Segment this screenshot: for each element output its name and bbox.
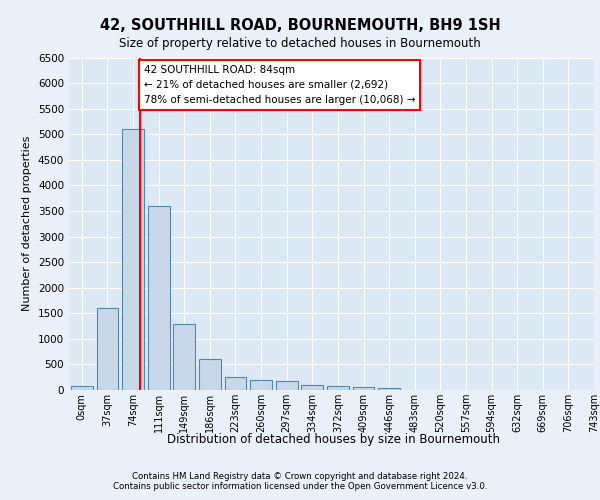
Bar [148,206,170,390]
Y-axis label: Number of detached properties: Number of detached properties [22,136,32,312]
Bar [199,360,221,390]
Text: Distribution of detached houses by size in Bournemouth: Distribution of detached houses by size … [167,432,500,446]
Text: 42 SOUTHHILL ROAD: 84sqm
← 21% of detached houses are smaller (2,692)
78% of sem: 42 SOUTHHILL ROAD: 84sqm ← 21% of detach… [144,65,415,105]
Text: Size of property relative to detached houses in Bournemouth: Size of property relative to detached ho… [119,38,481,51]
Text: Contains public sector information licensed under the Open Government Licence v3: Contains public sector information licen… [113,482,487,491]
Bar [122,129,144,390]
Bar [97,308,118,390]
Bar [378,388,400,390]
Bar [353,388,374,390]
Bar [327,386,349,390]
Bar [71,386,92,390]
Bar [173,324,195,390]
Bar [276,381,298,390]
Text: 42, SOUTHHILL ROAD, BOURNEMOUTH, BH9 1SH: 42, SOUTHHILL ROAD, BOURNEMOUTH, BH9 1SH [100,18,500,32]
Bar [224,377,247,390]
Bar [301,385,323,390]
Bar [250,380,272,390]
Text: Contains HM Land Registry data © Crown copyright and database right 2024.: Contains HM Land Registry data © Crown c… [132,472,468,481]
